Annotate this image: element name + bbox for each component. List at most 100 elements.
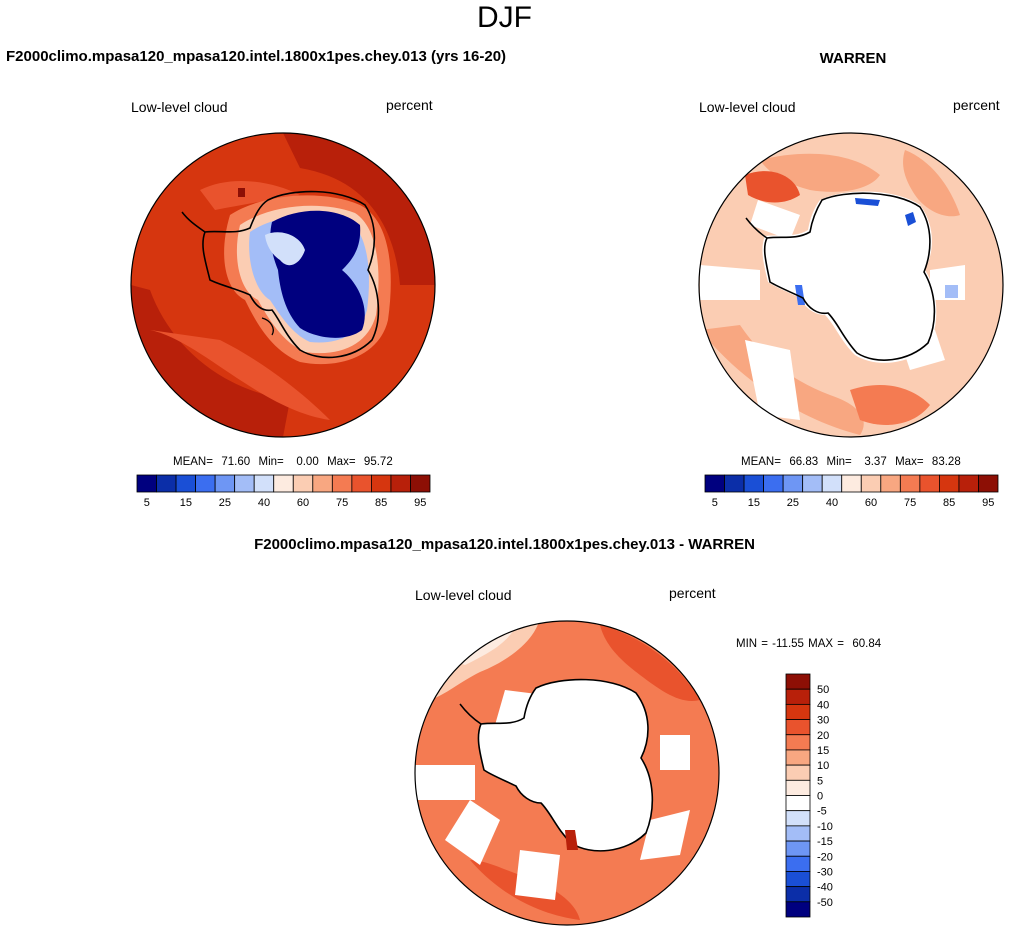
- panel2-colorbar-swatch: [958, 474, 979, 493]
- panel1-colorbar-tick-label: 85: [375, 497, 387, 509]
- diff-map: [415, 621, 719, 925]
- diff-colorbar-tick-label: 40: [817, 699, 829, 711]
- diff-colorbar-tick-label: -10: [817, 821, 833, 833]
- diff-colorbar-tick-label: -15: [817, 836, 833, 848]
- diff-colorbar-tick-label: 20: [817, 730, 829, 742]
- panel2-colorbar-tick-label: 5: [712, 497, 718, 509]
- diff-colorbar-tick-label: -30: [817, 866, 833, 878]
- diff-stats: MIN = -11.55 MAX = 60.84: [736, 638, 882, 650]
- panel2-colorbar-swatch: [939, 474, 960, 493]
- panel1-antarctica-coastline: [202, 190, 380, 359]
- panel2-colorbar-swatch: [899, 474, 921, 493]
- panel2-case-title: WARREN: [819, 50, 887, 67]
- diff-antarctica-coastline: [477, 678, 654, 852]
- diff-colorbar-swatch: [785, 673, 811, 690]
- diff-colorbar-tick-label: 10: [817, 760, 829, 772]
- panel2-low-spot-w: [795, 285, 805, 305]
- panel1-colorbar-swatch: [234, 474, 255, 493]
- panel1-colorbar-swatch: [253, 474, 275, 493]
- diff-colorbar-swatch: [785, 901, 811, 918]
- panel1-stats: MEAN= 71.60 Min= 0.00 Max= 95.72: [173, 456, 393, 468]
- panel1-map-border: [130, 132, 436, 438]
- panel2-colorbar-tick-label: 15: [748, 497, 760, 509]
- diff-colorbar-swatch: [785, 810, 811, 827]
- panel1-colorbar: 5 15 25 40 60 75 85 95: [136, 474, 431, 509]
- diff-colorbar-swatch: [785, 719, 811, 736]
- panel2-peninsula: [745, 217, 768, 239]
- panel2-colorbar-swatch: [704, 474, 725, 493]
- diff-colorbar-swatch: [785, 703, 811, 720]
- panel1-peninsula: [181, 211, 206, 233]
- diff-colorbar-swatch: [785, 795, 811, 812]
- panel2-low-spot-e: [945, 285, 958, 298]
- panel2-stats: MEAN= 66.83 Min= 3.37 Max= 83.28: [741, 456, 961, 468]
- panel2-colorbar-swatch: [978, 474, 999, 493]
- diff-colorbar-swatch: [785, 688, 811, 705]
- panel1-colorbar-swatch: [410, 474, 431, 493]
- diff-colorbar-tick-label: -20: [817, 851, 833, 863]
- diff-colorbar-swatch: [785, 840, 811, 857]
- diff-gap-sw: [445, 800, 500, 865]
- panel1-colorbar-tick-label: 40: [258, 497, 270, 509]
- diff-gap-e: [660, 735, 690, 770]
- panel1-variable-label: Low-level cloud: [131, 99, 228, 115]
- panel2-colorbar-tick-label: 60: [865, 497, 877, 509]
- diff-colorbar-swatch: [785, 764, 811, 781]
- diff-gap-s: [515, 850, 560, 900]
- panel2-colorbar-swatch: [802, 474, 823, 493]
- panel2-gap-sw: [745, 340, 800, 420]
- panel2-colorbar-swatch: [763, 474, 784, 493]
- panel1-ross-shelf-edge: [261, 317, 274, 336]
- diff-storm-track: [600, 625, 700, 701]
- panel1-colorbar-swatch: [195, 474, 216, 493]
- panel1-colorbar-tick-label: 15: [180, 497, 192, 509]
- panel2-colorbar: 5 15 25 40 60 75 85 95: [704, 474, 999, 509]
- diff-colorbar-tick-label: -40: [817, 882, 833, 894]
- panel1-mid-cloud-band-n: [200, 180, 300, 210]
- panel2-colorbar-tick-label: 25: [787, 497, 799, 509]
- diff-colorbar-swatch: [785, 855, 811, 872]
- panel1-case-title: F2000climo.mpasa120_mpasa120.intel.1800x…: [6, 48, 507, 65]
- panel2-colorbar-swatch: [821, 474, 843, 493]
- panel1-colorbar-swatch: [312, 474, 333, 493]
- panel2-units-label: percent: [953, 97, 1000, 113]
- panel1-mid-cloud-band: [150, 330, 330, 420]
- panel1-interior-patch: [265, 232, 305, 266]
- panel1-colorbar-tick-label: 60: [297, 497, 309, 509]
- panel1-colorbar-swatch: [370, 474, 392, 493]
- panel2-colorbar-swatch: [919, 474, 940, 493]
- panel1-colorbar-tick-label: 5: [144, 497, 150, 509]
- panel2-colorbar-swatch: [880, 474, 901, 493]
- panel2-colorbar-swatch: [841, 474, 862, 493]
- panel2-variable-label: Low-level cloud: [699, 99, 796, 115]
- diff-colorbar-tick-label: 50: [817, 684, 829, 696]
- diff-max-spot: [565, 830, 578, 850]
- panel1-max-spot: [238, 188, 245, 197]
- figure-title: DJF: [477, 1, 532, 34]
- diff-colorbar-swatch: [785, 825, 811, 842]
- diff-colorbar-swatch: [785, 886, 811, 903]
- panel2-patch-ne: [903, 150, 960, 217]
- panel2-antarctica-coastline: [763, 192, 936, 361]
- panel1-colorbar-swatch: [214, 474, 236, 493]
- panel1-colorbar-swatch: [292, 474, 314, 493]
- panel2-colorbar-tick-label: 75: [904, 497, 916, 509]
- panel2-map-border: [698, 132, 1004, 438]
- panel2-gap-w: [700, 265, 760, 300]
- panel1-colorbar-swatch: [273, 474, 294, 493]
- diff-colorbar-tick-label: 15: [817, 745, 829, 757]
- diff-map-border: [414, 620, 720, 926]
- panel2-gap-nw: [750, 200, 800, 240]
- diff-variable-label: Low-level cloud: [415, 587, 512, 603]
- panel1-colorbar-tick-label: 95: [414, 497, 426, 509]
- panel2-low-spot-n: [855, 198, 880, 206]
- diff-colorbar-swatch: [785, 779, 811, 796]
- diff-gap-se: [640, 810, 690, 860]
- panel2-colorbar-tick-label: 40: [826, 497, 838, 509]
- panel2-patch-s2: [850, 385, 930, 425]
- panel2-colorbar-swatch: [860, 474, 882, 493]
- diff-colorbar-tick-label: -50: [817, 897, 833, 909]
- diff-units-label: percent: [669, 585, 716, 601]
- panel1-high-cloud-ring: [283, 133, 435, 285]
- diff-colorbar-tick-label: 5: [817, 775, 823, 787]
